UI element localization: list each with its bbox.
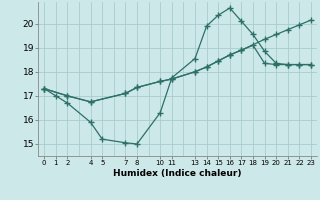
X-axis label: Humidex (Indice chaleur): Humidex (Indice chaleur) (113, 169, 242, 178)
